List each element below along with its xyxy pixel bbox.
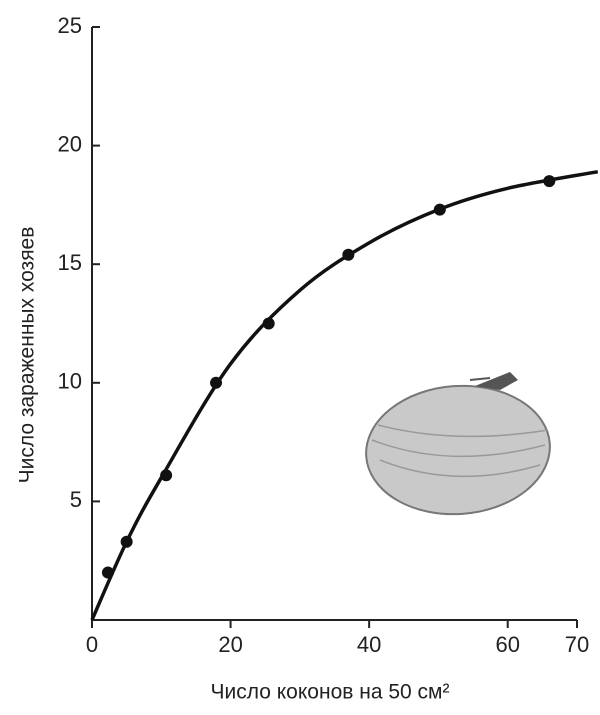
- x-tick-label: 20: [218, 632, 242, 657]
- x-tick-label: 40: [357, 632, 381, 657]
- x-axis-label: Число коконов на 50 см²: [211, 681, 450, 704]
- y-tick-label: 5: [70, 487, 82, 512]
- cocoon-illustration: [365, 372, 551, 516]
- y-axis-label: Число зараженных хозяев: [16, 227, 39, 484]
- y-tick-label: 20: [58, 131, 82, 156]
- y-tick-label: 25: [58, 13, 82, 38]
- y-tick-label: 15: [58, 250, 82, 275]
- y-tick-label: 10: [58, 369, 82, 394]
- x-tick-label: 60: [495, 632, 519, 657]
- fit-curve: [90, 169, 599, 621]
- x-tick-label: 0: [86, 632, 98, 657]
- x-tick-label: 70: [565, 632, 589, 657]
